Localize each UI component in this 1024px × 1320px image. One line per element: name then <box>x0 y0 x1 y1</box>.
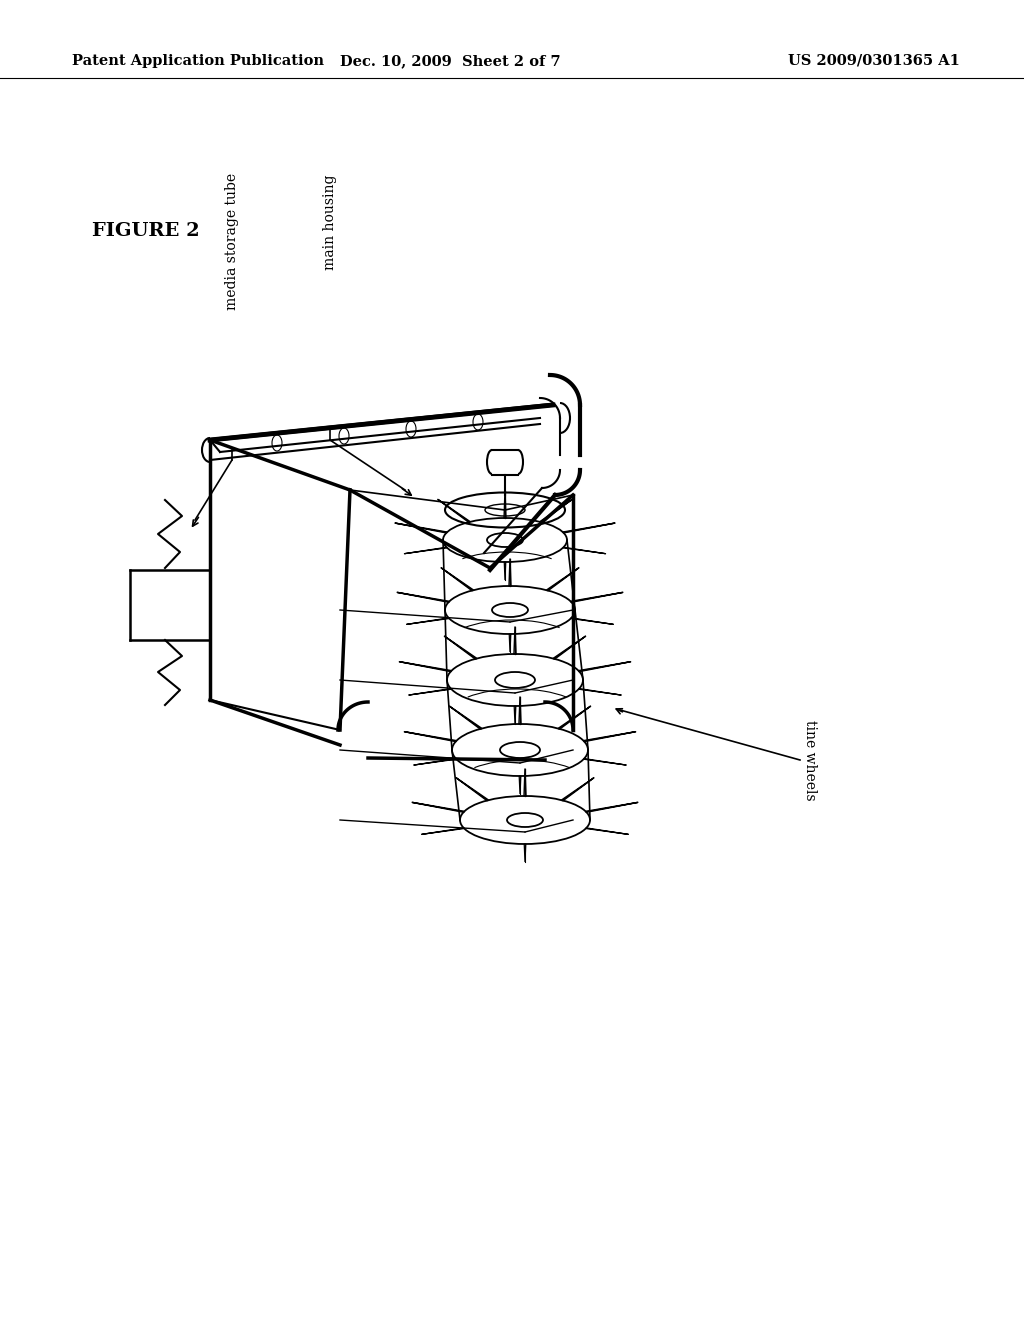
Text: Dec. 10, 2009  Sheet 2 of 7: Dec. 10, 2009 Sheet 2 of 7 <box>340 54 560 69</box>
Text: Patent Application Publication: Patent Application Publication <box>72 54 324 69</box>
Text: US 2009/0301365 A1: US 2009/0301365 A1 <box>788 54 961 69</box>
Text: main housing: main housing <box>323 174 337 271</box>
Text: FIGURE 2: FIGURE 2 <box>92 222 200 240</box>
Text: tine wheels: tine wheels <box>803 719 817 800</box>
Text: media storage tube: media storage tube <box>225 173 239 310</box>
